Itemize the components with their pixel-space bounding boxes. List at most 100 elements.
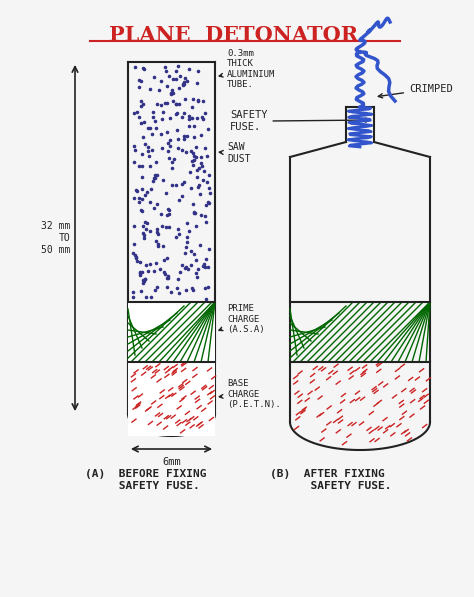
- Point: [187, 146, 195, 156]
- Point: [195, 180, 203, 189]
- Point: [130, 108, 137, 118]
- Point: [205, 198, 213, 207]
- Point: [182, 263, 190, 272]
- Point: [151, 285, 159, 295]
- Point: [187, 260, 195, 270]
- Point: [141, 274, 149, 284]
- Point: [187, 247, 195, 256]
- Point: [190, 207, 197, 217]
- Point: [164, 210, 171, 220]
- Point: [141, 217, 148, 227]
- Point: [129, 292, 137, 301]
- Point: [192, 152, 200, 162]
- Point: [183, 219, 191, 228]
- Point: [173, 125, 181, 135]
- Point: [138, 267, 146, 277]
- Point: [153, 99, 160, 109]
- Point: [142, 293, 150, 302]
- Point: [132, 253, 140, 263]
- Point: [163, 273, 170, 282]
- Point: [135, 112, 143, 122]
- Point: [158, 115, 165, 124]
- Point: [137, 118, 145, 128]
- Point: [144, 267, 152, 276]
- Point: [181, 94, 188, 103]
- Point: [189, 156, 196, 166]
- Point: [178, 261, 186, 270]
- Point: [194, 264, 201, 273]
- Point: [202, 217, 210, 227]
- Point: [146, 84, 154, 94]
- Point: [173, 74, 180, 84]
- Point: [139, 275, 147, 285]
- Point: [185, 111, 192, 121]
- Point: [161, 255, 168, 264]
- Point: [146, 259, 154, 269]
- Text: PLANE  DETONATOR.: PLANE DETONATOR.: [109, 25, 365, 45]
- Point: [138, 173, 146, 182]
- Point: [190, 208, 198, 217]
- Point: [172, 180, 180, 190]
- Point: [132, 146, 139, 155]
- Point: [172, 109, 180, 119]
- Point: [194, 66, 201, 75]
- Point: [172, 99, 180, 109]
- Point: [151, 116, 159, 126]
- Point: [139, 132, 147, 141]
- Point: [140, 117, 148, 127]
- Point: [160, 267, 168, 277]
- Point: [190, 152, 198, 161]
- Point: [132, 253, 139, 262]
- Point: [188, 284, 196, 293]
- Point: [189, 285, 197, 294]
- Point: [131, 62, 139, 72]
- Point: [136, 75, 143, 85]
- Point: [176, 71, 183, 81]
- Point: [134, 256, 141, 266]
- Point: [160, 176, 167, 185]
- Point: [137, 270, 144, 280]
- Point: [170, 155, 178, 164]
- Point: [205, 198, 212, 207]
- Point: [166, 113, 174, 123]
- Point: [186, 121, 193, 130]
- Point: [155, 85, 163, 95]
- Point: [154, 229, 162, 238]
- Point: [194, 183, 201, 192]
- Point: [188, 102, 196, 112]
- Point: [137, 268, 144, 278]
- Point: [196, 189, 203, 198]
- Point: [141, 190, 149, 200]
- Point: [137, 76, 145, 86]
- Point: [196, 240, 204, 250]
- Point: [197, 130, 204, 140]
- Point: [163, 282, 171, 291]
- Point: [140, 230, 148, 240]
- Point: [154, 241, 162, 250]
- Point: [183, 76, 191, 86]
- Point: [161, 98, 169, 107]
- Point: [168, 158, 175, 167]
- Point: [200, 96, 207, 106]
- Text: SAW
DUST: SAW DUST: [219, 143, 250, 164]
- Point: [129, 248, 137, 257]
- Point: [194, 95, 201, 104]
- Point: [190, 155, 198, 164]
- Text: (A)  BEFORE FIXING
     SAFETY FUSE.: (A) BEFORE FIXING SAFETY FUSE.: [85, 469, 207, 491]
- Point: [144, 187, 151, 196]
- Point: [158, 143, 165, 153]
- Point: [140, 99, 147, 109]
- Point: [149, 176, 156, 186]
- Point: [140, 64, 147, 73]
- Point: [165, 221, 173, 231]
- Point: [150, 73, 157, 82]
- Point: [167, 88, 174, 97]
- Point: [130, 221, 138, 231]
- Text: SAFETY
FUSE.: SAFETY FUSE.: [230, 110, 370, 132]
- Point: [153, 170, 161, 180]
- Point: [199, 175, 206, 184]
- Point: [199, 115, 207, 124]
- Text: 32 mm
TO
50 mm: 32 mm TO 50 mm: [41, 221, 70, 254]
- Point: [164, 273, 172, 282]
- Point: [151, 174, 158, 183]
